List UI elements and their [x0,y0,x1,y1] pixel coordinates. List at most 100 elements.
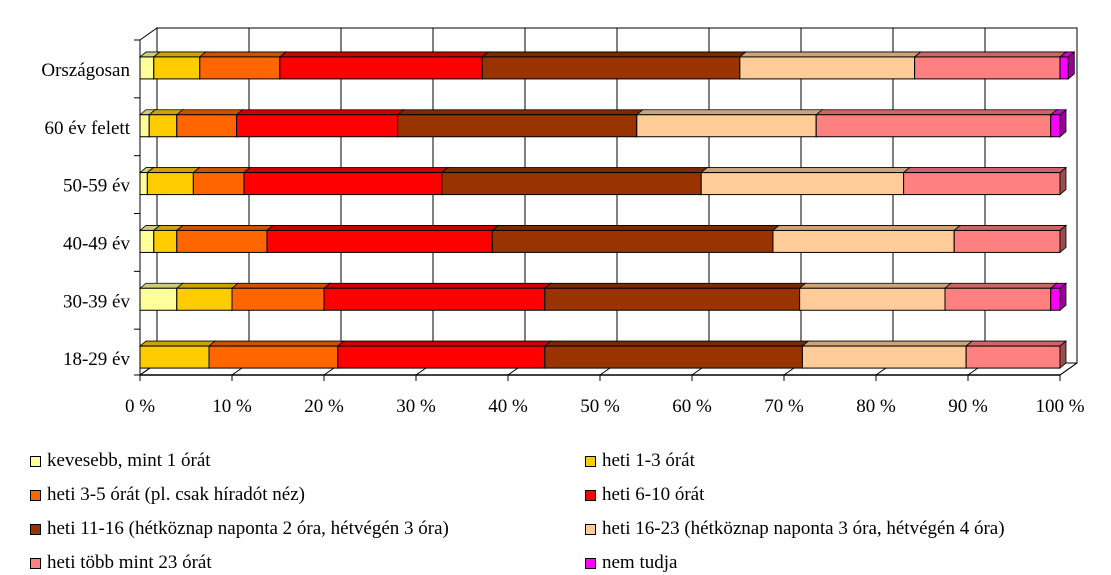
bar-segment [231,287,325,311]
bar-segment [323,287,546,311]
x-tick-label: 100 % [1035,396,1084,417]
bar-segment [944,287,1052,311]
bar-top [635,109,824,116]
bar-top [738,51,922,58]
bar-segment [1050,114,1061,138]
x-tick-label: 0 % [125,396,155,417]
bar-segment [146,172,194,196]
bar-top [913,51,1068,58]
bar-segment [544,287,801,311]
bar-segment [772,229,955,253]
bar-segment [148,114,178,138]
bar-segment [481,56,741,80]
bar-segment [965,345,1061,369]
bar-segment [441,172,702,196]
bar-side [1059,340,1067,369]
bar-segment [903,172,1061,196]
bar-top [175,109,244,116]
bar-segment [192,172,245,196]
bar-segment [279,56,483,80]
bar-top [192,167,252,173]
bar-top [152,51,207,58]
bar-top [798,282,953,289]
bar-top [481,51,747,58]
bar-segment [914,56,1061,80]
bar-top [138,340,217,347]
x-tick-label: 80 % [856,396,896,417]
bar-segment [739,56,916,80]
x-tick-label: 30 % [396,396,436,417]
bar-segment [139,229,155,253]
bar-segment [139,345,210,369]
y-category-label: 50-59 év [63,176,131,197]
bar-segment [153,56,201,80]
bar-segment [236,114,399,138]
bar-segment [266,229,493,253]
bar-top [815,109,1058,116]
y-category-label: 40-49 év [63,233,131,254]
bar-top [543,282,807,289]
bar-side [1059,282,1067,312]
bar-side [1059,166,1067,196]
bar-top [198,51,287,58]
bar-top [207,340,345,347]
bar-segment [139,114,150,138]
bar-segment [208,345,339,369]
x-tick-label: 70 % [764,396,804,417]
bar-top [700,167,911,173]
bar-segment [337,345,546,369]
bar-top [953,225,1068,231]
bar-segment [176,229,268,253]
bar-segment [139,172,148,196]
x-grid-floor [1059,362,1078,376]
bar-top [278,51,490,58]
bar-top [336,340,552,347]
bar-top [322,282,552,289]
bar-segment [801,345,967,369]
bar-segment [700,172,905,196]
bar-segment [397,114,638,138]
bar-top [146,167,201,173]
bar-segment [491,229,774,253]
bar-top [242,167,449,173]
x-tick-label: 50 % [580,396,620,417]
bar-segment [139,287,178,311]
bar-side [1067,51,1075,80]
bar-segment [139,56,155,80]
bar-side [1059,224,1067,254]
bar-top [943,282,1058,289]
bar-side [1059,108,1067,138]
y-category-label: 60 év felett [45,118,131,139]
bar-top [965,340,1068,347]
bar-segment [636,114,817,138]
bar-top [491,225,781,231]
bar-top [265,225,500,231]
bar-segment [153,229,178,253]
x-tick-label: 10 % [212,396,252,417]
bar-top [230,282,332,289]
bar-top [801,340,974,347]
bar-top [440,167,709,173]
x-tick-label: 90 % [948,396,988,417]
bar-segment [176,287,233,311]
bar-segment [815,114,1052,138]
y-category-label: Országosan [41,60,130,81]
x-tick-label: 40 % [488,396,528,417]
bar-top [175,282,240,289]
bar-top [396,109,644,116]
x-tick-label: 60 % [672,396,712,417]
bar-segment [199,56,281,80]
bar-top [771,225,962,231]
bar-segment [1059,56,1069,80]
x-tick-label: 20 % [304,396,344,417]
y-category-label: 18-29 év [63,349,131,370]
bar-segment [243,172,443,196]
bar-segment [799,287,946,311]
bar-top [543,340,810,347]
bar-segment [544,345,803,369]
y-category-label: 30-39 év [63,291,131,312]
bar-top [902,167,1068,173]
bar-top [175,225,275,231]
plot-side-wall [139,27,158,376]
